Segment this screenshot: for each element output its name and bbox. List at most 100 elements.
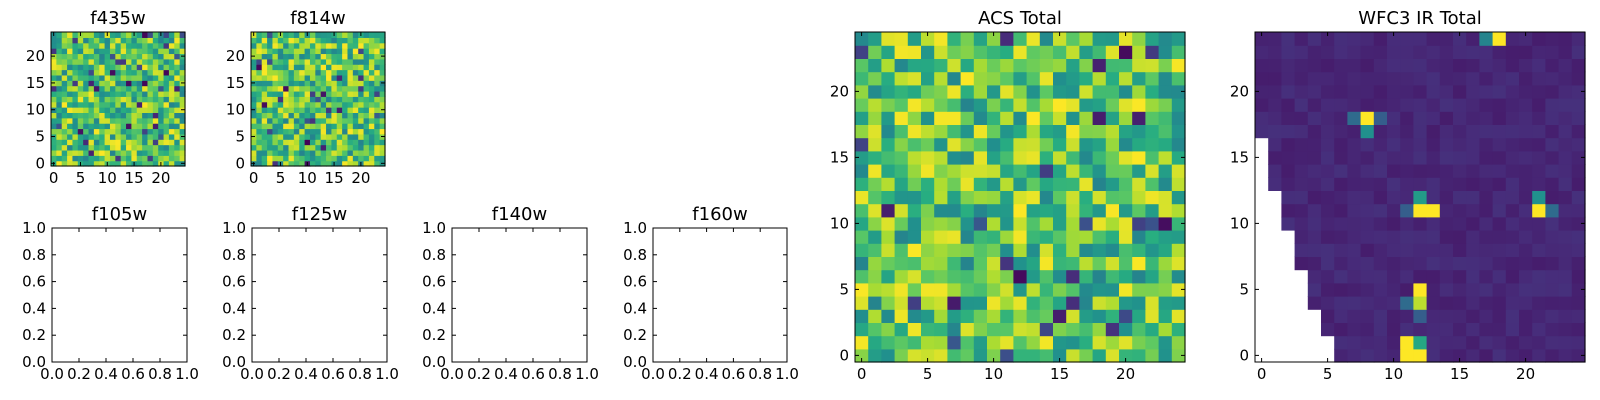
heatmap-cell	[136, 58, 143, 65]
heatmap-cell	[1571, 71, 1586, 86]
heatmap-cell	[342, 160, 349, 167]
heatmap-cell	[1026, 137, 1041, 152]
heatmap-cell	[363, 74, 370, 81]
heatmap-cell	[261, 90, 268, 97]
heatmap-cell	[336, 139, 343, 146]
heatmap-cell	[368, 101, 375, 108]
heatmap-cell	[1545, 164, 1560, 178]
heatmap-cell	[142, 101, 149, 108]
heatmap-cell	[163, 69, 170, 76]
heatmap-cell	[363, 149, 370, 156]
heatmap-cell	[368, 149, 375, 156]
heatmap-cell	[179, 74, 186, 81]
heatmap-cell	[1492, 230, 1507, 244]
heatmap-cell	[1171, 230, 1186, 244]
heatmap-cell	[77, 117, 84, 124]
heatmap-cell	[1132, 190, 1146, 205]
heatmap-cell	[88, 69, 95, 76]
heatmap-cell	[1307, 98, 1322, 112]
heatmap-cell	[352, 90, 359, 97]
heatmap-cell	[83, 144, 90, 151]
heatmap-cell	[1387, 58, 1401, 73]
heatmap-cell	[374, 32, 381, 38]
heatmap-cell	[99, 101, 106, 108]
heatmap-cell	[1321, 203, 1335, 218]
heatmap-cell	[168, 32, 175, 38]
heatmap-cell	[1492, 269, 1507, 284]
heatmap-cell	[1053, 230, 1067, 244]
heatmap-cell	[1453, 98, 1467, 112]
heatmap-cell	[881, 190, 896, 205]
heatmap-cell	[1026, 216, 1041, 231]
heatmap-cell	[1360, 150, 1375, 165]
heatmap-cell	[1571, 58, 1586, 73]
heatmap-cell	[934, 335, 948, 350]
heatmap-cell	[1387, 309, 1401, 323]
heatmap-cell	[1105, 230, 1120, 244]
heatmap-cell	[251, 90, 257, 97]
heatmap-cell	[320, 37, 327, 44]
heatmap-cell	[293, 139, 300, 146]
axes-frame	[854, 31, 1186, 363]
heatmap-cell	[158, 58, 165, 65]
heatmap-cell	[868, 58, 882, 73]
heatmap-cell	[921, 282, 935, 297]
heatmap-cell	[1013, 58, 1028, 73]
heatmap-cell	[115, 85, 122, 92]
heatmap-cell	[1479, 282, 1494, 297]
heatmap-cell	[855, 230, 869, 244]
heatmap-cell	[336, 160, 343, 167]
heatmap-cell	[1532, 243, 1546, 257]
heatmap-cell	[881, 216, 896, 231]
heatmap-cell	[61, 85, 68, 92]
heatmap-cell	[120, 85, 127, 92]
heatmap-cell	[126, 117, 132, 124]
heatmap-cell	[115, 123, 122, 130]
heatmap-cell	[83, 112, 90, 119]
heatmap-cell	[1334, 296, 1348, 310]
axes-frame	[1254, 31, 1586, 363]
heatmap-cell	[288, 112, 295, 119]
heatmap-cell	[326, 80, 332, 87]
heatmap-cell	[77, 42, 84, 49]
heatmap-cell	[1000, 98, 1014, 112]
heatmap-cell	[1105, 32, 1120, 46]
heatmap-cell	[352, 58, 359, 65]
heatmap-cell	[1558, 58, 1573, 73]
heatmap-cell	[368, 58, 375, 65]
heatmap-cell	[1387, 111, 1401, 125]
heatmap-cell	[99, 85, 106, 92]
heatmap-cell	[1519, 230, 1533, 244]
heatmap-cell	[363, 37, 370, 44]
heatmap-cell	[272, 69, 279, 76]
heatmap-cell	[1000, 243, 1014, 257]
heatmap-cell	[921, 71, 935, 86]
heatmap-cell	[152, 149, 159, 156]
heatmap-cell	[1281, 111, 1296, 125]
heatmap-cell	[347, 101, 354, 108]
heatmap-cell	[326, 107, 332, 113]
heatmap-cell	[1307, 124, 1322, 139]
heatmap-cell	[1000, 322, 1014, 337]
heatmap-cell	[947, 177, 962, 191]
heatmap-cell	[104, 42, 111, 49]
heatmap-cell	[109, 139, 116, 146]
heatmap-cell	[1158, 137, 1173, 152]
heatmap-cell	[1373, 137, 1388, 152]
heatmap-cell	[374, 58, 381, 65]
heatmap-cell	[315, 74, 322, 81]
heatmap-cell	[109, 112, 116, 119]
heatmap-cell	[152, 155, 159, 162]
heatmap-cell	[894, 322, 909, 337]
heatmap-cell	[1426, 137, 1441, 152]
heatmap-cell	[126, 133, 132, 140]
heatmap-cell	[347, 117, 354, 124]
heatmap-cell	[368, 144, 375, 151]
heatmap-cell	[104, 80, 111, 87]
heatmap-cell	[1505, 111, 1520, 125]
heatmap-cell	[1519, 177, 1533, 191]
heatmap-cell	[374, 101, 381, 108]
heatmap-cell	[1453, 335, 1467, 350]
heatmap-cell	[309, 123, 316, 130]
heatmap-cell	[363, 101, 370, 108]
